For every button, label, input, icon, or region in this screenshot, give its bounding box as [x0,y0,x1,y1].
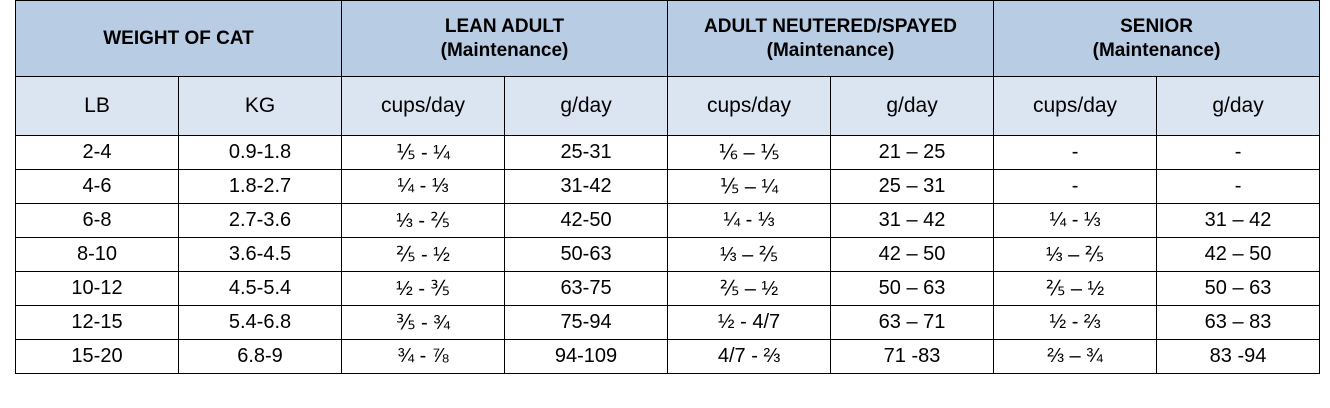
table-cell: ⅔ – ¾ [993,339,1158,374]
table-cell: ½ - ⅔ [993,305,1158,340]
table-cell: ⅓ - ⅖ [341,203,506,238]
table-cell: 4-6 [15,169,179,204]
unit-header-lb: LB [15,76,179,136]
table-cell: 6.8-9 [177,339,343,374]
table-cell: 31 – 42 [1156,203,1321,238]
table-cell: ⅖ – ½ [993,271,1158,306]
table-cell: - [993,135,1158,170]
table-body: 2-4 0.9-1.8 ⅕ - ¼ 25-31 ⅙ – ⅕ 21 – 25 - … [15,135,1321,374]
table-cell: 4.5-5.4 [177,271,343,306]
table-cell: 63 – 83 [1156,305,1321,340]
table-cell: 0.9-1.8 [177,135,343,170]
table-row: 15-20 6.8-9 ¾ - ⅞ 94-109 4/7 - ⅔ 71 -83 … [15,339,1321,374]
unit-header-neutered-grams: g/day [830,76,995,136]
unit-header-lean-cups: cups/day [341,76,506,136]
unit-header-senior-cups: cups/day [993,76,1158,136]
table-cell: 75-94 [504,305,669,340]
table-cell: 50 – 63 [1156,271,1321,306]
table-cell: ⅖ – ½ [667,271,832,306]
table-cell: 42 – 50 [1156,237,1321,272]
table-cell: 83 -94 [1156,339,1321,374]
table-cell: 8-10 [15,237,179,272]
table-cell: 42-50 [504,203,669,238]
feeding-guide-table: WEIGHT OF CAT LEAN ADULT (Maintenance) A… [14,0,1321,374]
table-cell: 6-8 [15,203,179,238]
table-cell: ¼ - ⅓ [667,203,832,238]
group-header-lean-adult: LEAN ADULT (Maintenance) [341,0,669,77]
table-cell: 3.6-4.5 [177,237,343,272]
table-cell: ⅓ – ⅖ [667,237,832,272]
unit-header-lean-grams: g/day [504,76,669,136]
table-row: 10-12 4.5-5.4 ½ - ⅗ 63-75 ⅖ – ½ 50 – 63 … [15,271,1321,306]
table-cell: - [1156,135,1321,170]
group-header-line1: WEIGHT OF CAT [103,27,254,49]
table-cell: 71 -83 [830,339,995,374]
table-cell: 63-75 [504,271,669,306]
table-row: 12-15 5.4-6.8 ⅗ - ¾ 75-94 ½ - 4/7 63 – 7… [15,305,1321,340]
feeding-guide-container: WEIGHT OF CAT LEAN ADULT (Maintenance) A… [14,0,1321,374]
table-cell: ⅙ – ⅕ [667,135,832,170]
table-cell: ⅖ - ½ [341,237,506,272]
table-cell: 25 – 31 [830,169,995,204]
group-header-line1: ADULT NEUTERED/SPAYED [704,15,958,37]
table-cell: 94-109 [504,339,669,374]
group-header-senior: SENIOR (Maintenance) [993,0,1321,77]
table-cell: 2-4 [15,135,179,170]
table-cell: 5.4-6.8 [177,305,343,340]
table-row: 6-8 2.7-3.6 ⅓ - ⅖ 42-50 ¼ - ⅓ 31 – 42 ¼ … [15,203,1321,238]
group-header-line2: (Maintenance) [440,39,569,61]
table-cell: 31 – 42 [830,203,995,238]
table-cell: 42 – 50 [830,237,995,272]
unit-header-neutered-cups: cups/day [667,76,832,136]
table-cell: 31-42 [504,169,669,204]
table-cell: 63 – 71 [830,305,995,340]
table-cell: 2.7-3.6 [177,203,343,238]
table-cell: ½ - 4/7 [667,305,832,340]
table-row: 8-10 3.6-4.5 ⅖ - ½ 50-63 ⅓ – ⅖ 42 – 50 ⅓… [15,237,1321,272]
unit-header-row: LB KG cups/day g/day cups/day g/day cups… [15,76,1321,136]
table-cell: ¾ - ⅞ [341,339,506,374]
table-cell: 50-63 [504,237,669,272]
group-header-row: WEIGHT OF CAT LEAN ADULT (Maintenance) A… [14,0,1321,77]
table-cell: ⅕ - ¼ [341,135,506,170]
table-cell: - [1156,169,1321,204]
table-cell: ⅓ – ⅖ [993,237,1158,272]
group-header-line1: LEAN ADULT [444,15,565,37]
table-cell: ¼ - ⅓ [993,203,1158,238]
table-row: 2-4 0.9-1.8 ⅕ - ¼ 25-31 ⅙ – ⅕ 21 – 25 - … [15,135,1321,170]
group-header-line2: (Maintenance) [1092,39,1221,61]
table-cell: 1.8-2.7 [177,169,343,204]
table-row: 4-6 1.8-2.7 ¼ - ⅓ 31-42 ⅕ – ¼ 25 – 31 - … [15,169,1321,204]
unit-header-kg: KG [177,76,343,136]
unit-header-senior-grams: g/day [1156,76,1321,136]
group-header-weight: WEIGHT OF CAT [14,0,343,77]
group-header-line2: (Maintenance) [766,39,895,61]
table-cell: ⅗ - ¾ [341,305,506,340]
table-cell: ⅕ – ¼ [667,169,832,204]
group-header-line1: SENIOR [1120,15,1193,37]
table-cell: 50 – 63 [830,271,995,306]
table-cell: - [993,169,1158,204]
table-cell: 21 – 25 [830,135,995,170]
table-cell: 15-20 [15,339,179,374]
group-header-adult-neutered: ADULT NEUTERED/SPAYED (Maintenance) [667,0,995,77]
table-cell: 12-15 [15,305,179,340]
table-cell: ¼ - ⅓ [341,169,506,204]
table-cell: ½ - ⅗ [341,271,506,306]
table-cell: 10-12 [15,271,179,306]
table-cell: 25-31 [504,135,669,170]
table-cell: 4/7 - ⅔ [667,339,832,374]
